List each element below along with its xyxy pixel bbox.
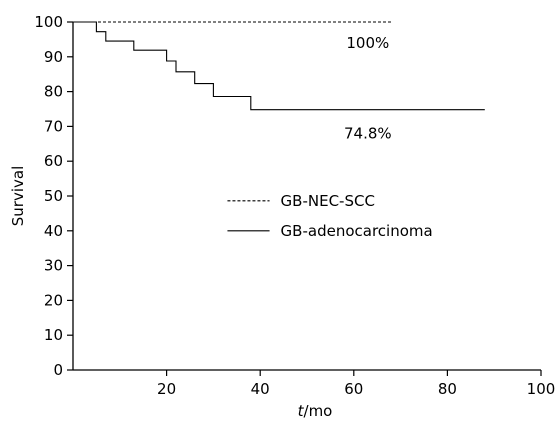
annotation-label: 100% <box>346 34 389 52</box>
chart-ticks: 0 10 20 30 40 50 60 70 80 90 100 20 40 60 80 100 <box>34 13 555 398</box>
x-tick-label: 60 <box>344 380 363 398</box>
chart-series <box>73 21 485 111</box>
y-tick-label: 40 <box>44 222 63 240</box>
x-tick-label: 20 <box>157 380 176 398</box>
x-tick-label: 80 <box>438 380 457 398</box>
y-tick-label: 60 <box>44 152 63 170</box>
series-line-2 <box>73 21 485 111</box>
x-tick-label: 100 <box>527 380 556 398</box>
y-tick-label: 70 <box>44 117 63 135</box>
chart-legend: GB-NEC-SCC GB-adenocarcinoma <box>227 192 433 240</box>
y-tick-label: 80 <box>44 83 63 101</box>
y-tick-label: 30 <box>44 257 63 275</box>
y-tick-label: 10 <box>44 326 63 344</box>
x-tick-label: 40 <box>251 380 270 398</box>
legend-label-1: GB-NEC-SCC <box>281 192 375 210</box>
y-tick-label: 20 <box>44 291 63 309</box>
y-tick-label: 50 <box>44 187 63 205</box>
x-axis-title-unit: /mo <box>304 402 333 420</box>
y-tick-label: 90 <box>44 48 63 66</box>
x-axis-title-italic: t <box>298 402 305 420</box>
y-axis-title: Survival <box>9 166 27 226</box>
y-tick-label: 0 <box>53 361 63 379</box>
y-tick-label: 100 <box>34 13 63 31</box>
chart-annotations: 100% 74.8% <box>344 34 392 142</box>
legend-label-2: GB-adenocarcinoma <box>281 222 433 240</box>
annotation-label: 74.8% <box>344 124 392 142</box>
x-axis-title: t/mo <box>298 402 333 420</box>
